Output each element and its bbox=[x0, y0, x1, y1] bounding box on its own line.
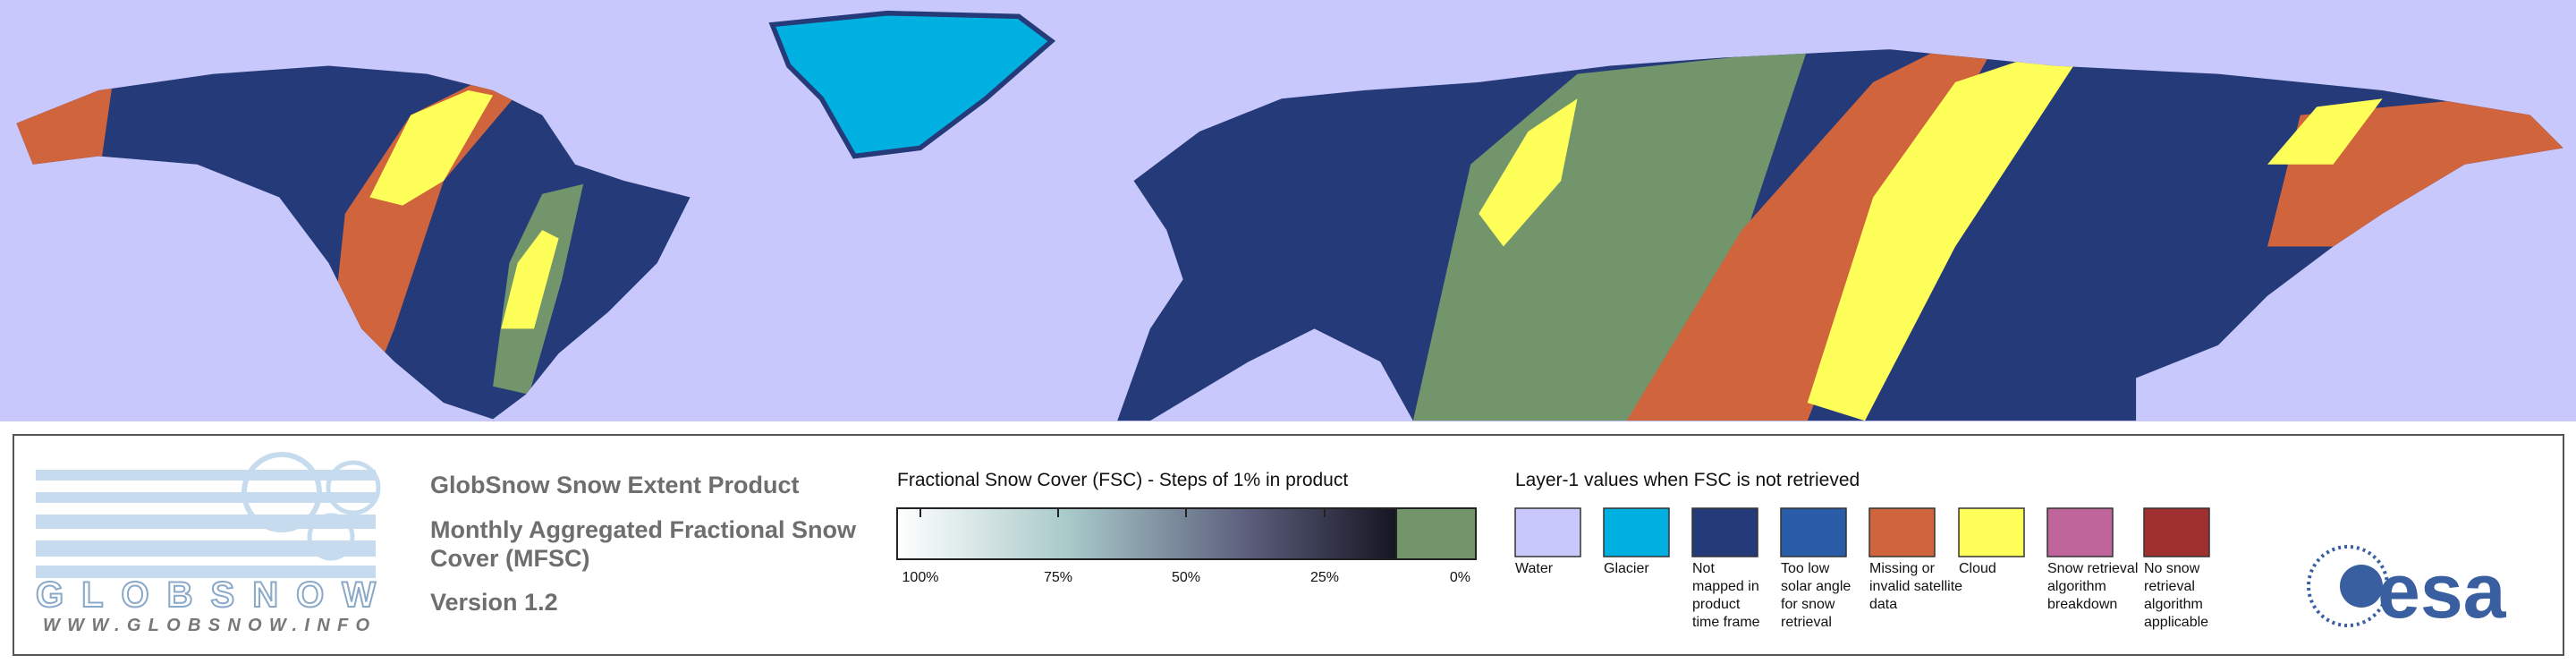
swath bbox=[369, 90, 494, 206]
legend-label: Glacier bbox=[1604, 561, 1649, 576]
logo-stripe bbox=[36, 492, 376, 503]
legend-label: for snow bbox=[1781, 597, 1835, 612]
legend-swatch bbox=[2046, 507, 2114, 557]
legend-label: mapped in bbox=[1692, 579, 1759, 594]
legend-label: Water bbox=[1515, 561, 1554, 576]
legend-swatch bbox=[1691, 507, 1758, 557]
fsc-labels: 100% 75% 50% 25% 0% bbox=[902, 508, 1470, 585]
legend-panel bbox=[13, 434, 2564, 656]
logo-stripe bbox=[36, 470, 376, 481]
legend-swatch bbox=[1603, 507, 1670, 557]
legend-swatch bbox=[1514, 507, 1581, 557]
fsc-label: 50% bbox=[1172, 570, 1200, 585]
fsc-label: 0% bbox=[1450, 570, 1470, 585]
legend-label: invalid satellite bbox=[1869, 579, 1962, 594]
legend-label: Missing or bbox=[1869, 561, 1936, 576]
esa-emblem bbox=[2340, 565, 2383, 608]
legend-label: product bbox=[1692, 597, 1741, 612]
legend-label: solar angle bbox=[1781, 579, 1851, 594]
map bbox=[0, 0, 2576, 421]
fsc-label: 75% bbox=[1044, 570, 1072, 585]
logo-stripe bbox=[36, 515, 376, 529]
product-subtitle: Cover (MFSC) bbox=[430, 545, 590, 572]
greenland bbox=[768, 10, 1056, 159]
swath bbox=[2267, 98, 2383, 165]
swath bbox=[1479, 98, 1578, 247]
legend-swatch bbox=[1780, 507, 1847, 557]
legend-swatch bbox=[2143, 507, 2210, 557]
legend-label: retrieval bbox=[2144, 579, 2195, 594]
snowflake bbox=[242, 452, 322, 532]
fsc-label: 25% bbox=[1310, 570, 1339, 585]
fsc-label: 100% bbox=[902, 570, 939, 585]
legend-label: No snow bbox=[2144, 561, 2200, 576]
esa-name: esa bbox=[2377, 549, 2507, 634]
esa-logo: esa bbox=[2307, 545, 2507, 634]
legend-label: applicable bbox=[2144, 615, 2208, 630]
fsc-zero bbox=[1395, 507, 1477, 560]
legend-label: retrieval bbox=[1781, 615, 1832, 630]
swath bbox=[1807, 49, 2074, 421]
fsc-gradient bbox=[896, 507, 1397, 560]
product-subtitle: Monthly Aggregated Fractional Snow bbox=[430, 516, 857, 543]
legend-label: Snow retrieval bbox=[2047, 561, 2138, 576]
logo-stripe bbox=[36, 566, 376, 578]
legend-label: algorithm bbox=[2047, 579, 2106, 594]
legend-label: time frame bbox=[1692, 615, 1760, 630]
legend-label: algorithm bbox=[2144, 597, 2203, 612]
legend-label: breakdown bbox=[2047, 597, 2117, 612]
snowflake bbox=[326, 460, 381, 515]
fsc-title: Fractional Snow Cover (FSC) - Steps of 1… bbox=[897, 470, 1348, 490]
snowflake bbox=[307, 513, 355, 561]
swath bbox=[1626, 49, 1988, 421]
legend-label: data bbox=[1869, 597, 1897, 612]
esa-emblem bbox=[2307, 545, 2389, 627]
layer1-legend: Water Glacier Not mapped in product time fram… bbox=[1514, 507, 2210, 630]
swath bbox=[328, 73, 535, 379]
logo-stripe bbox=[36, 540, 376, 557]
legend-label: Cloud bbox=[1959, 561, 1996, 576]
swath bbox=[501, 230, 559, 329]
product-version: Version 1.2 bbox=[430, 589, 558, 616]
product-title: GlobSnow Snow Extent Product bbox=[430, 472, 800, 498]
legend-label: Not bbox=[1692, 561, 1715, 576]
layer1-title: Layer-1 values when FSC is not retrieved bbox=[1515, 470, 1860, 490]
legend-swatch bbox=[1868, 507, 1936, 557]
legend-swatch bbox=[1958, 507, 2025, 557]
legend-label: Too low bbox=[1781, 561, 1830, 576]
